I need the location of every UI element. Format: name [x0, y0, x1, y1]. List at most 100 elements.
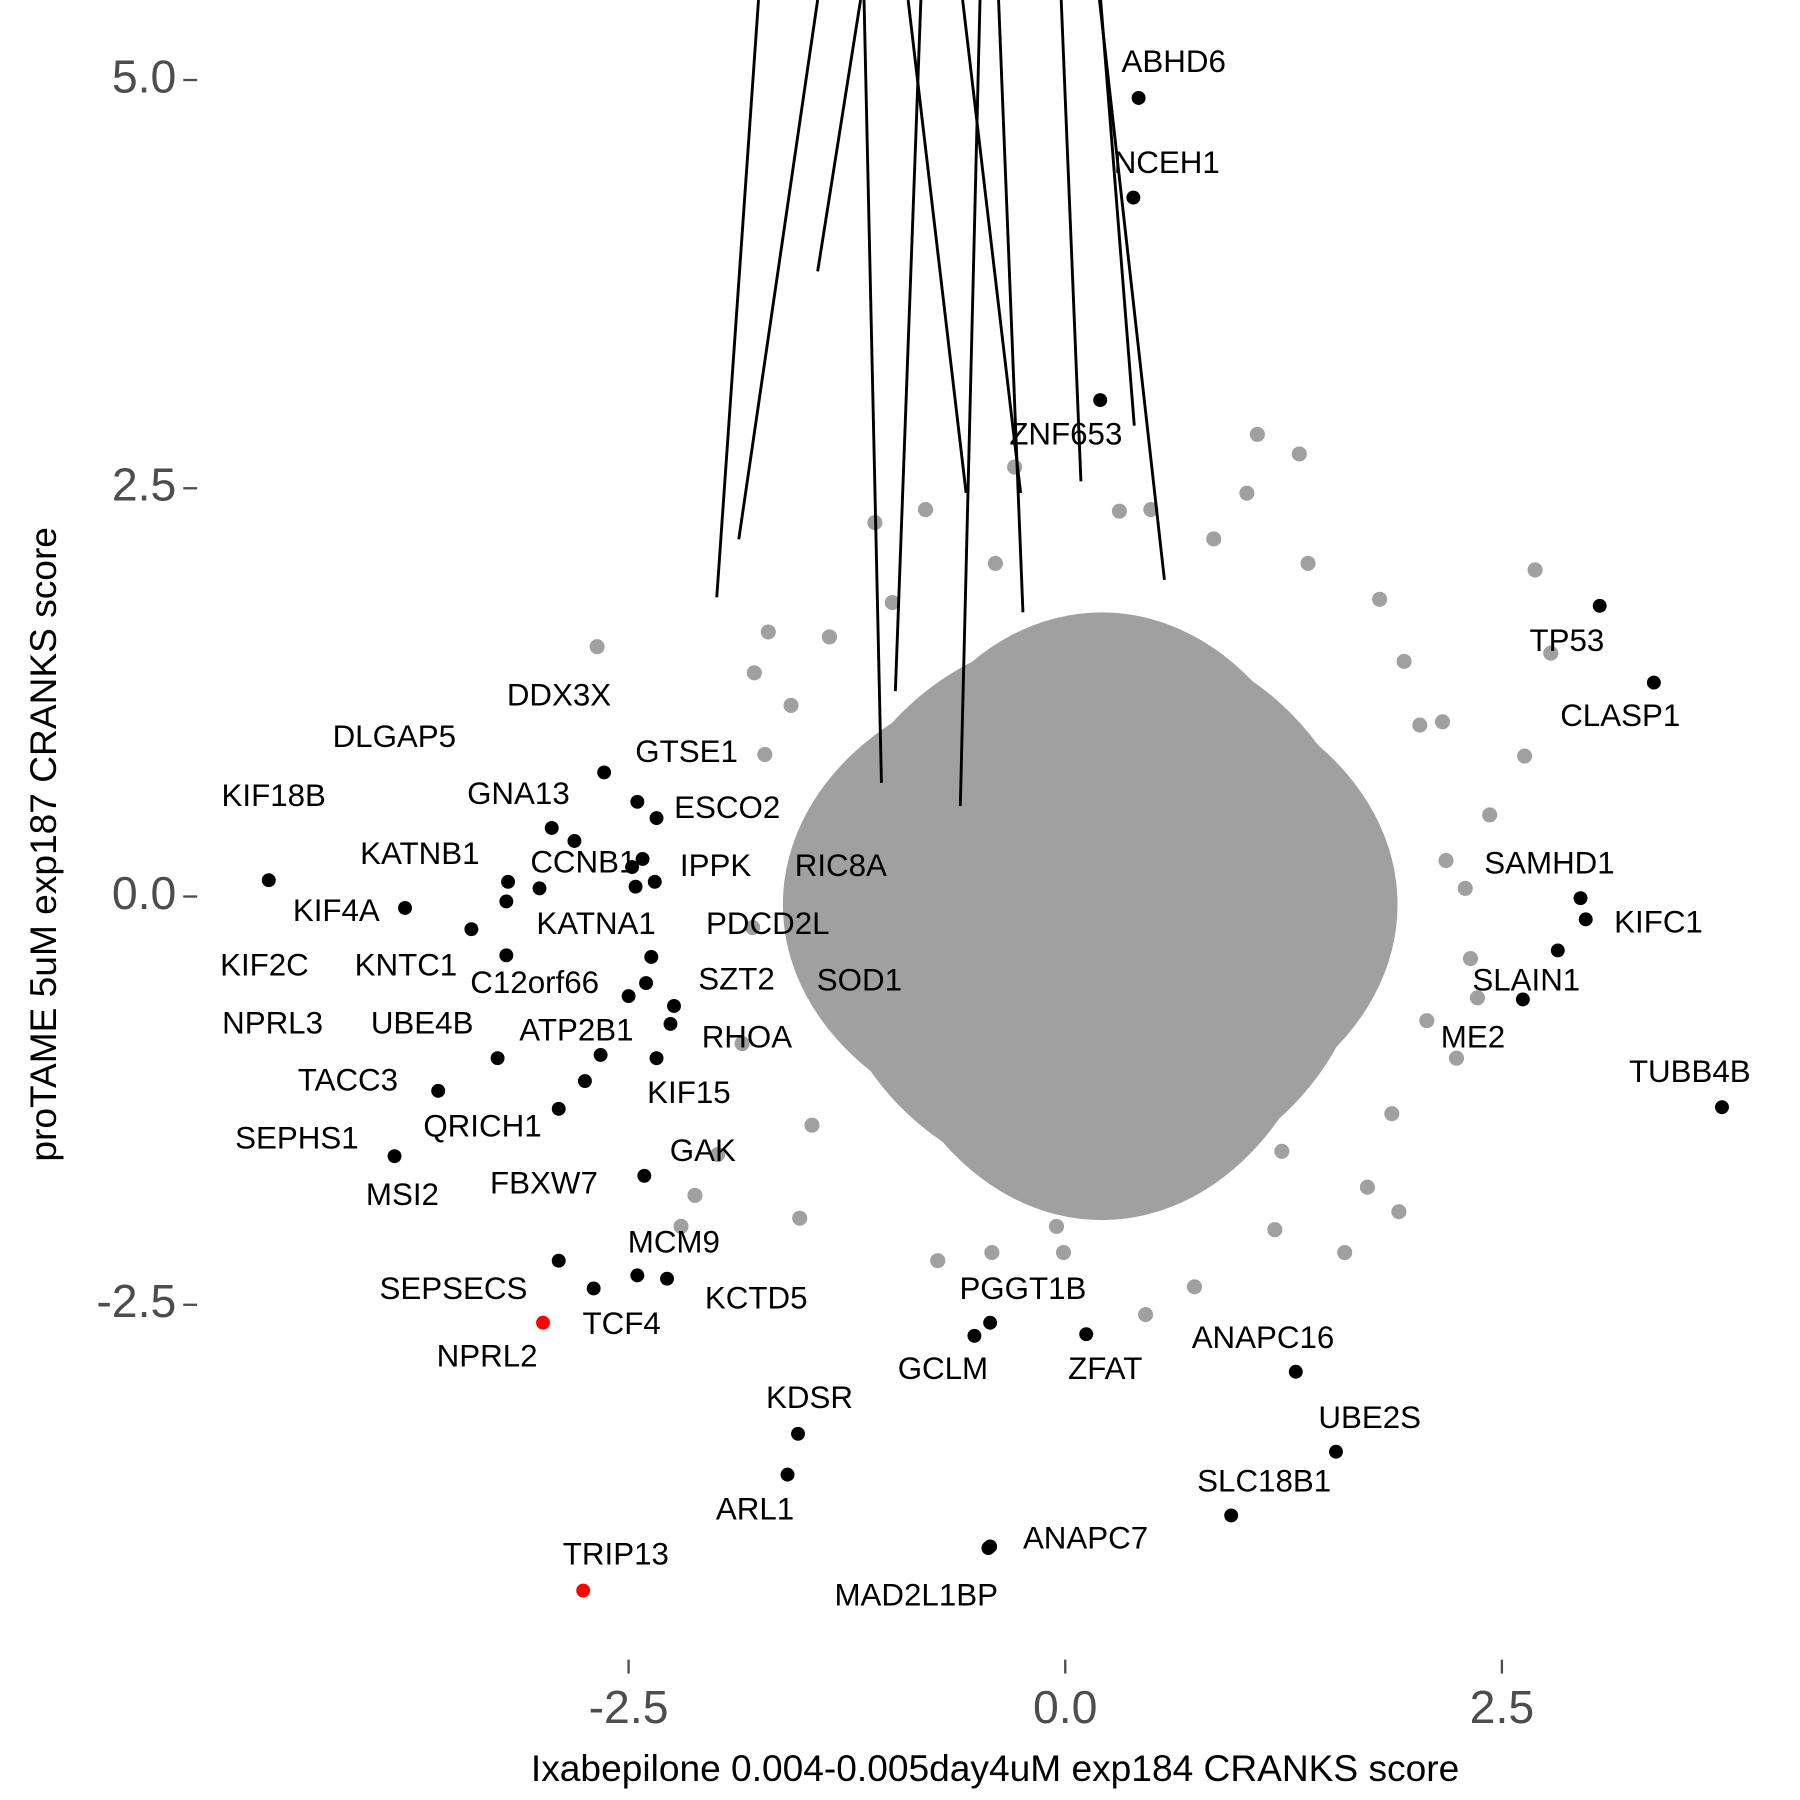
point [551, 1253, 566, 1268]
plot-area: Ixabepilone 0.004-0.005day4uM exp184 CRA… [22, 0, 1751, 1789]
point [536, 1315, 550, 1330]
point [649, 1051, 664, 1066]
point [625, 860, 640, 875]
point-label: PGGT1B [959, 1271, 1086, 1306]
point-label: GTSE1 [635, 734, 738, 769]
point [710, 1147, 726, 1163]
point-label: QRICH1 [423, 1109, 541, 1144]
point-label: ANAPC16 [1192, 1320, 1335, 1355]
point [647, 874, 662, 889]
point [663, 1016, 678, 1031]
point-label: ABHD6 [1122, 44, 1226, 79]
point-label: DLGAP5 [333, 719, 457, 754]
point [576, 1583, 591, 1598]
point-label: TP53 [1529, 623, 1604, 658]
point [593, 1047, 608, 1062]
point [1573, 891, 1588, 906]
point [1448, 1050, 1465, 1066]
point [1267, 1222, 1283, 1238]
point [917, 501, 934, 518]
point [1543, 645, 1559, 661]
point [1093, 393, 1108, 408]
leader-line [1099, 0, 1136, 426]
leader-line [715, 0, 760, 598]
point-label: SOD1 [817, 963, 902, 998]
point-label: ZNF653 [1009, 416, 1122, 451]
point [1515, 992, 1530, 1007]
point [1126, 190, 1141, 205]
leader-line [893, 0, 923, 692]
point-label: KNTC1 [355, 948, 458, 983]
point [499, 894, 514, 909]
point-label: KATNA1 [536, 906, 655, 941]
point [644, 949, 659, 964]
point-label: TACC3 [298, 1062, 398, 1097]
y-tick-label: 0.0 [112, 867, 176, 919]
point [1055, 1244, 1072, 1261]
point [1715, 1100, 1729, 1115]
leader-line [737, 0, 820, 540]
point [1048, 1218, 1065, 1234]
point [930, 1253, 946, 1269]
point [1527, 562, 1543, 578]
point-label: NCEH1 [1114, 145, 1220, 180]
point-label: KCTD5 [705, 1280, 808, 1315]
point-label: ANAPC7 [1023, 1520, 1148, 1555]
point [1007, 459, 1023, 475]
point-label: FBXW7 [490, 1166, 598, 1201]
point [398, 900, 412, 915]
point [630, 1268, 645, 1283]
point [1079, 1327, 1094, 1342]
point-label: KIFC1 [1614, 905, 1703, 940]
point-label: KIF4A [293, 893, 380, 928]
point [1396, 653, 1412, 669]
point [551, 1101, 566, 1116]
point [577, 1074, 592, 1089]
point-label: NPRL3 [222, 1006, 323, 1041]
point [804, 1117, 820, 1133]
point-label: RIC8A [795, 848, 887, 883]
point [1329, 1444, 1343, 1459]
y-axis-title: proTAME 5uM exp187 CRANKS score [22, 527, 64, 1162]
point [1592, 598, 1607, 613]
point-label: SLC18B1 [1197, 1464, 1331, 1499]
point-label: IPPK [680, 848, 751, 883]
point-label: SZT2 [698, 961, 775, 996]
leader-line [862, 0, 883, 783]
point [673, 1218, 689, 1234]
leader-line [997, 0, 1025, 613]
point [261, 873, 276, 888]
point-label: CLASP1 [1560, 698, 1680, 733]
point [1206, 531, 1222, 547]
point-label: ZFAT [1068, 1351, 1142, 1386]
point-label: TRIP13 [563, 1537, 669, 1572]
point [1438, 853, 1454, 869]
point [1469, 990, 1485, 1006]
point-label: MSI2 [366, 1177, 439, 1212]
point [760, 624, 776, 640]
point [667, 998, 681, 1013]
point [967, 1328, 982, 1343]
point [1419, 1013, 1435, 1029]
point-label: C12orf66 [470, 965, 599, 1000]
point [1224, 1508, 1239, 1523]
leader-line [961, 0, 1023, 494]
point [780, 1467, 795, 1482]
point [1412, 717, 1428, 733]
point [1239, 485, 1255, 501]
point [660, 1271, 674, 1286]
point [746, 665, 762, 681]
point [1646, 675, 1661, 690]
point [1337, 1244, 1353, 1261]
point-label: KIF2C [220, 948, 309, 983]
point [628, 879, 643, 894]
point [1249, 426, 1265, 442]
point [567, 834, 582, 848]
point [1300, 555, 1316, 571]
point [734, 1035, 750, 1052]
point-label: SEPHS1 [235, 1120, 359, 1155]
leader-line [816, 0, 862, 272]
x-axis-title: Ixabepilone 0.004-0.005day4uM exp184 CRA… [531, 1747, 1459, 1789]
point-label: DDX3X [507, 677, 611, 712]
point-label: GAK [670, 1133, 736, 1168]
